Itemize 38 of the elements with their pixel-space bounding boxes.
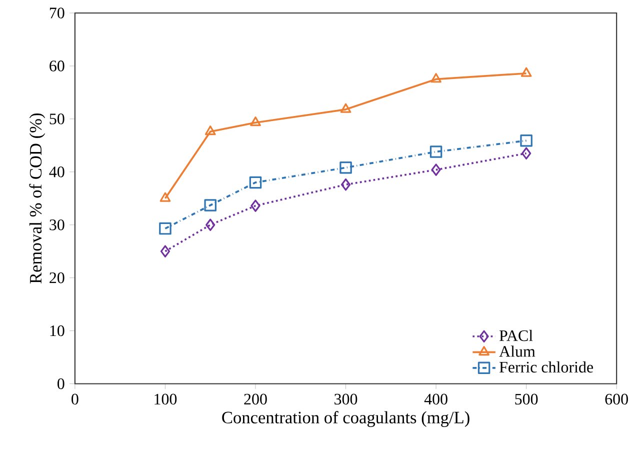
point <box>430 73 442 83</box>
y-tick-label: 0 <box>58 378 64 390</box>
point <box>431 164 441 176</box>
y-tick-label: 50 <box>50 114 64 124</box>
point <box>204 126 216 136</box>
x-tick-label: 200 <box>244 394 267 405</box>
point <box>520 67 532 77</box>
point <box>522 147 532 160</box>
y-axis-title: Removal % of COD (%) <box>29 114 46 284</box>
point <box>160 245 170 258</box>
point <box>250 200 260 212</box>
point <box>250 116 261 126</box>
legend-label: PACl <box>499 330 533 342</box>
point <box>159 222 172 235</box>
y-tick-label: 10 <box>50 326 64 336</box>
y-tick-label: 40 <box>49 166 64 178</box>
x-tick-label: 400 <box>424 394 448 405</box>
point <box>520 134 532 147</box>
y-tick-label: 20 <box>50 272 64 284</box>
point <box>160 192 171 202</box>
point <box>340 162 352 174</box>
x-tick-label: 300 <box>334 394 358 405</box>
point <box>206 218 216 232</box>
x-tick-label: 500 <box>515 394 538 405</box>
x-tick-label: 100 <box>154 394 177 405</box>
point <box>204 199 216 212</box>
x-tick-label: 0 <box>72 394 78 405</box>
point <box>340 103 352 114</box>
point <box>249 176 262 189</box>
legend-label: Alum <box>499 346 536 357</box>
x-tick-label: 600 <box>605 394 628 405</box>
point <box>340 178 351 191</box>
legend-label: Ferric chloride <box>499 361 594 373</box>
point <box>430 146 442 158</box>
y-tick-label: 30 <box>50 220 64 230</box>
y-tick-label: 70 <box>50 8 64 19</box>
y-tick-label: 60 <box>50 60 64 72</box>
x-axis-title: Concentration of coagulants (mg/L) <box>222 411 470 428</box>
